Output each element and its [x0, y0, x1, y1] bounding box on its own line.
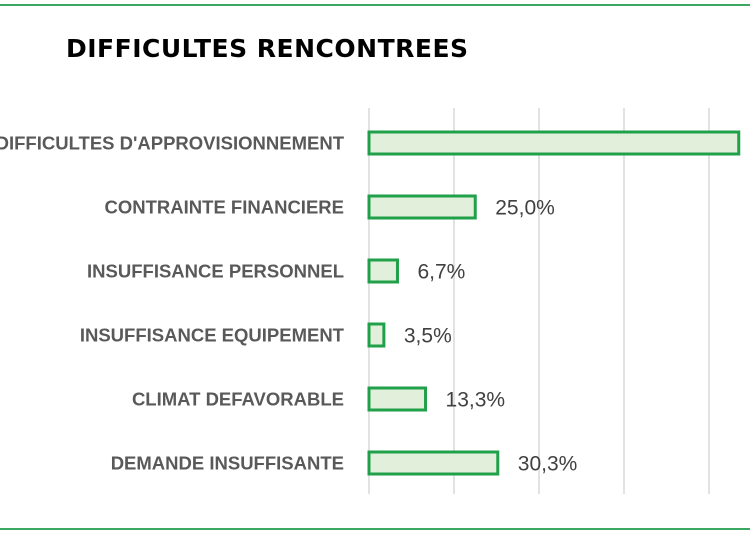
data-label: 25,0% [495, 197, 555, 220]
category-label: DIFFICULTES D'APPROVISIONNEMENT [0, 133, 345, 154]
bar [367, 450, 500, 476]
data-label: 13,3% [446, 389, 506, 412]
bar [367, 258, 399, 284]
bar [367, 386, 428, 412]
category-label: CONTRAINTE FINANCIERE [105, 197, 344, 218]
category-label: INSUFFISANCE PERSONNEL [87, 261, 344, 282]
frame-top-line [0, 4, 750, 6]
data-label: 3,5% [404, 325, 452, 348]
category-label: INSUFFISANCE EQUIPEMENT [80, 325, 345, 346]
frame-bottom-line [0, 528, 750, 530]
category-label: CLIMAT DEFAVORABLE [132, 389, 344, 410]
bar [367, 194, 477, 220]
bar [367, 322, 386, 348]
chart-title: DIFFICULTES RENCONTREES [66, 34, 469, 63]
data-label: 30,3% [518, 453, 578, 476]
bar [367, 130, 741, 156]
category-label: DEMANDE INSUFFISANTE [111, 453, 344, 474]
data-label: 6,7% [417, 261, 465, 284]
